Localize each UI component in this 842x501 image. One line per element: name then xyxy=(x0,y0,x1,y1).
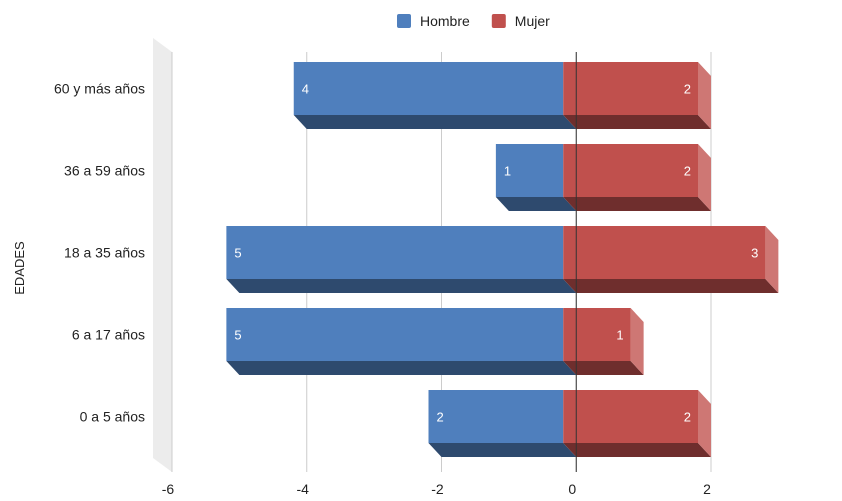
category-labels: 60 y más años 36 a 59 años 18 a 35 años 6 a… xyxy=(54,81,145,425)
bar-end-face xyxy=(698,62,711,129)
data-label: 2 xyxy=(684,82,691,97)
x-tick-label: 2 xyxy=(703,481,711,496)
legend-item-mujer[interactable]: Mujer xyxy=(491,13,550,29)
x-tick-label: -2 xyxy=(431,481,444,496)
legend-label: Mujer xyxy=(515,13,550,29)
bar-bottom-face xyxy=(293,115,577,129)
data-label: 4 xyxy=(302,82,309,97)
bar-hombre xyxy=(226,308,564,361)
bar-mujer xyxy=(563,62,698,115)
bar-end-face xyxy=(630,308,644,375)
data-label: 1 xyxy=(616,328,623,343)
bar-mujer xyxy=(563,226,766,279)
category-label: 0 a 5 años xyxy=(80,409,145,425)
data-label: 5 xyxy=(234,328,241,343)
bar-bottom-face xyxy=(563,443,711,457)
data-labels: 4 2 1 2 5 3 5 1 2 2 xyxy=(234,82,758,425)
x-tick-label: -4 xyxy=(297,481,310,496)
bar-end-face xyxy=(698,144,711,211)
side-wall xyxy=(153,38,172,472)
data-label: 2 xyxy=(684,164,691,179)
bars xyxy=(226,62,779,457)
bar-end-face xyxy=(698,390,711,457)
bar-hombre xyxy=(226,226,564,279)
bar-end-face xyxy=(765,226,779,293)
category-label: 18 a 35 años xyxy=(64,245,145,261)
legend-item-hombre[interactable]: Hombre xyxy=(397,13,470,29)
bar-bottom-face xyxy=(226,361,577,375)
legend[interactable]: Hombre Mujer xyxy=(397,13,550,29)
data-label: 2 xyxy=(437,410,444,425)
bar-mujer xyxy=(563,390,698,443)
legend-swatch xyxy=(491,14,506,28)
bar-mujer xyxy=(563,308,631,361)
bar-bottom-face xyxy=(563,361,644,375)
data-label: 5 xyxy=(234,246,241,261)
chart-back-wall xyxy=(153,38,172,472)
category-label: 6 a 17 años xyxy=(72,327,145,343)
bar-bottom-face xyxy=(495,197,577,211)
bar-bottom-face xyxy=(428,443,577,457)
bar-bottom-face xyxy=(226,279,577,293)
x-tick-labels: -6 -4 -2 0 2 xyxy=(162,481,711,497)
data-label: 2 xyxy=(684,410,691,425)
bar-mujer xyxy=(563,144,698,197)
bar-hombre xyxy=(428,390,564,443)
category-label: 36 a 59 años xyxy=(64,163,145,179)
bar-bottom-face xyxy=(563,279,779,293)
legend-label: Hombre xyxy=(420,13,470,29)
bar-bottom-face xyxy=(563,115,711,129)
category-label: 60 y más años xyxy=(54,81,145,97)
data-label: 1 xyxy=(504,164,511,179)
y-axis-title: EDADES xyxy=(12,241,27,295)
x-tick-label: -6 xyxy=(162,481,175,496)
y-axis-title-group: EDADES xyxy=(12,241,27,295)
bar-bottom-face xyxy=(563,197,711,211)
bar-hombre xyxy=(293,62,564,115)
data-label: 3 xyxy=(751,246,758,261)
bar-hombre xyxy=(495,144,564,197)
legend-swatch xyxy=(397,14,411,28)
x-tick-label: 0 xyxy=(568,481,576,496)
